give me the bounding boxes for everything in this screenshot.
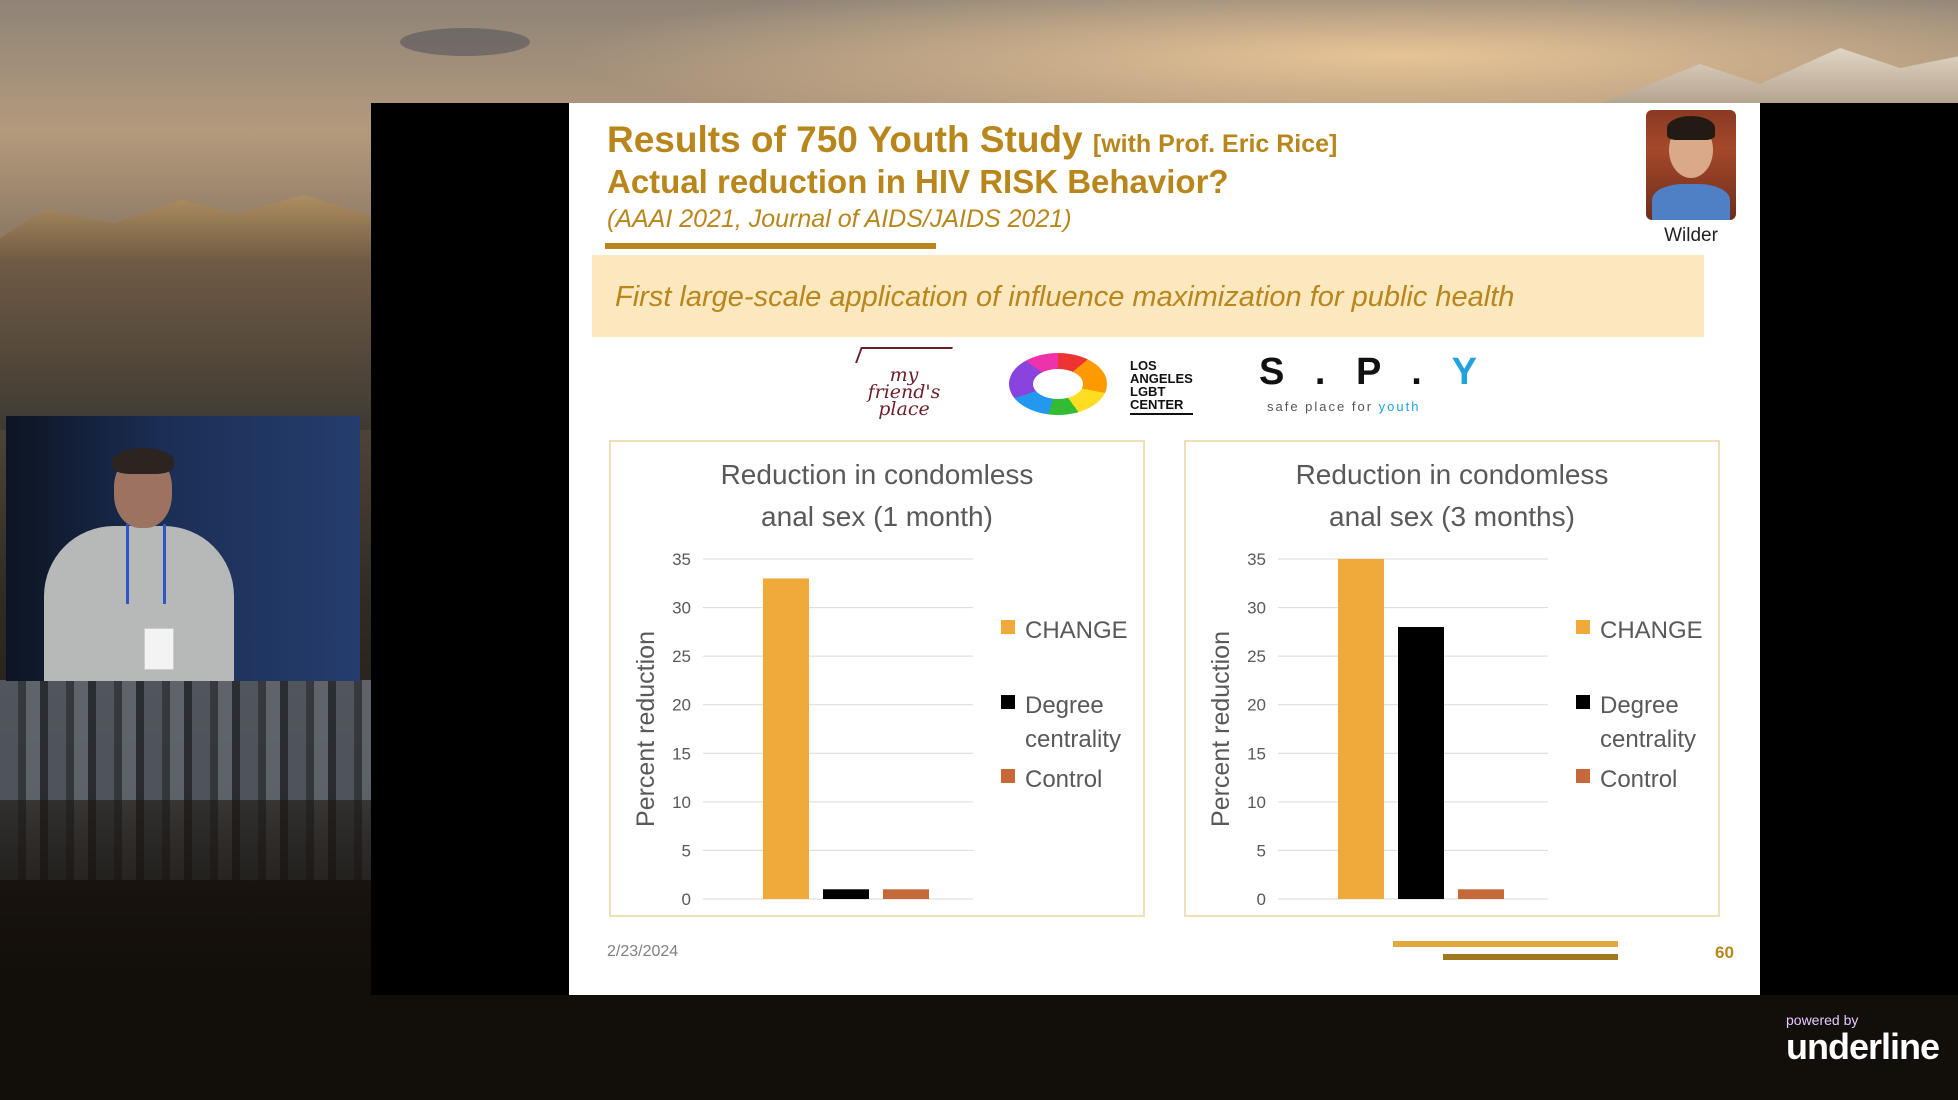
y-tick-label: 10: [672, 793, 691, 812]
chart-2-title: Reduction in condomless anal sex (3 mont…: [1186, 454, 1718, 538]
chart-2-plot: 0 5 10 15 20 25 30 35 Percent reduction CHANGE Deg…: [1207, 550, 1703, 909]
rainbow-ring-icon: [1009, 353, 1107, 415]
y-tick-label: 15: [1247, 744, 1266, 763]
slide-subtitle: Actual reduction in HIV RISK Behavior?: [607, 163, 1229, 200]
presentation-slide: Results of 750 Youth Study [with Prof. E…: [569, 103, 1760, 995]
y-tick-label: 35: [672, 550, 691, 569]
legend-swatch: [1001, 620, 1015, 634]
spy-letters: S . P .: [1259, 351, 1452, 393]
bar-control: [883, 889, 929, 899]
chart-1-title-line1: Reduction in condomless: [720, 459, 1034, 490]
photo-caption: Wilder: [1664, 225, 1718, 246]
speaker-badge: [144, 628, 174, 670]
y-tick-label: 30: [1247, 599, 1266, 618]
logo-mfp-line2: friend's: [867, 381, 941, 403]
slide-date: 2/23/2024: [607, 943, 679, 960]
bar-change: [763, 578, 809, 899]
logo-roof-shape: [855, 347, 953, 363]
y-tick-label: 25: [672, 647, 691, 666]
cloud: [400, 28, 530, 56]
legend-swatch: [1001, 695, 1015, 709]
speaker-video: [6, 416, 360, 681]
spy-tagline-youth: youth: [1378, 399, 1421, 414]
chart-1-title: Reduction in condomless anal sex (1 mont…: [611, 454, 1143, 538]
bar-degree-centrality: [1398, 627, 1444, 899]
mountain-left: [0, 194, 380, 430]
title-underline: [605, 243, 936, 249]
bar-degree-centrality: [823, 889, 869, 899]
legend-label: Degree: [1600, 692, 1679, 719]
footer-decor-bar-bottom: [1443, 954, 1618, 960]
slide-title: Results of 750 Youth Study [with Prof. E…: [607, 119, 1337, 161]
legend-swatch: [1576, 620, 1590, 634]
slide-title-sub: [with Prof. Eric Rice]: [1092, 130, 1338, 158]
y-tick-label: 5: [682, 841, 691, 860]
slide-title-main: Results of 750 Youth Study: [607, 119, 1093, 160]
y-tick-label: 20: [1247, 696, 1266, 715]
y-tick-label: 20: [672, 696, 691, 715]
legend-swatch: [1001, 769, 1015, 783]
lgbt-logo-text: LOS ANGELES LGBT CENTER: [1130, 359, 1193, 415]
lgbt-line3: LGBT: [1130, 384, 1166, 399]
chart-1-plot: 0 5 10 15 20 25 30 35 Percent reduction CHANGE Deg…: [632, 550, 1128, 909]
legend-label: Control: [1600, 766, 1677, 793]
y-axis-label: Percent reduction: [1207, 631, 1235, 827]
la-lgbt-center-logo: LOS ANGELES LGBT CENTER: [1009, 349, 1219, 429]
spy-y-letter: Y: [1451, 351, 1488, 393]
underline-branding: powered by underline: [1786, 1012, 1940, 1068]
legend-swatch: [1576, 695, 1590, 709]
y-tick-label: 5: [1257, 841, 1266, 860]
powered-by-text: powered by: [1786, 1012, 1859, 1028]
legend-label: Degree: [1025, 692, 1104, 719]
lgbt-line2: ANGELES: [1130, 371, 1193, 386]
underline-logo-text: underline: [1786, 1026, 1940, 1067]
bar-change: [1338, 559, 1384, 899]
lgbt-line4: CENTER: [1130, 397, 1184, 412]
chart-1-title-line2: anal sex (1 month): [761, 501, 993, 532]
legend-label: CHANGE: [1025, 617, 1128, 644]
legend-swatch: [1576, 769, 1590, 783]
y-tick-label: 35: [1247, 550, 1266, 569]
y-tick-label: 25: [1247, 647, 1266, 666]
y-tick-label: 30: [672, 599, 691, 618]
speaker-body: [44, 526, 234, 681]
legend-label: centrality: [1025, 726, 1121, 753]
y-axis-label: Percent reduction: [632, 631, 660, 827]
footer-decor-bar-top: [1393, 941, 1618, 947]
speaker-hair: [112, 448, 174, 474]
y-tick-label: 15: [672, 744, 691, 763]
logo-mfp-line3: place: [878, 398, 930, 420]
bar-control: [1458, 889, 1504, 899]
chart-1-month: Reduction in condomless anal sex (1 mont…: [609, 440, 1145, 917]
banner-text: First large-scale application of influen…: [615, 281, 1515, 313]
legend-label: Control: [1025, 766, 1102, 793]
legend-label: CHANGE: [1600, 617, 1703, 644]
legend-label: centrality: [1600, 726, 1696, 753]
slide-page-number: 60: [1715, 943, 1734, 962]
spy-logo: S . P . Y safe place for youth: [1259, 351, 1479, 431]
y-tick-label: 10: [1247, 793, 1266, 812]
y-tick-label: 0: [682, 890, 691, 909]
spy-logo-main: S . P . Y: [1259, 351, 1487, 394]
lgbt-line1: LOS: [1130, 358, 1157, 373]
my-friends-place-logo: my friend's place: [849, 347, 959, 435]
spy-tagline: safe place for youth: [1267, 399, 1420, 414]
presenter-photo: [1646, 110, 1736, 220]
photo-shirt: [1652, 184, 1730, 220]
chart-3-months: Reduction in condomless anal sex (3 mont…: [1184, 440, 1720, 917]
logo-mfp-line1: my: [889, 364, 919, 386]
spy-tagline-text: safe place for: [1267, 399, 1379, 414]
chart-2-title-line1: Reduction in condomless: [1295, 459, 1609, 490]
y-tick-label: 0: [1257, 890, 1266, 909]
speaker-lanyard: [126, 524, 166, 604]
photo-hair: [1667, 116, 1715, 140]
slide-citation: (AAAI 2021, Journal of AIDS/JAIDS 2021): [607, 205, 1072, 233]
chart-2-title-line2: anal sex (3 months): [1329, 501, 1575, 532]
highlight-banner: First large-scale application of influen…: [592, 255, 1704, 337]
